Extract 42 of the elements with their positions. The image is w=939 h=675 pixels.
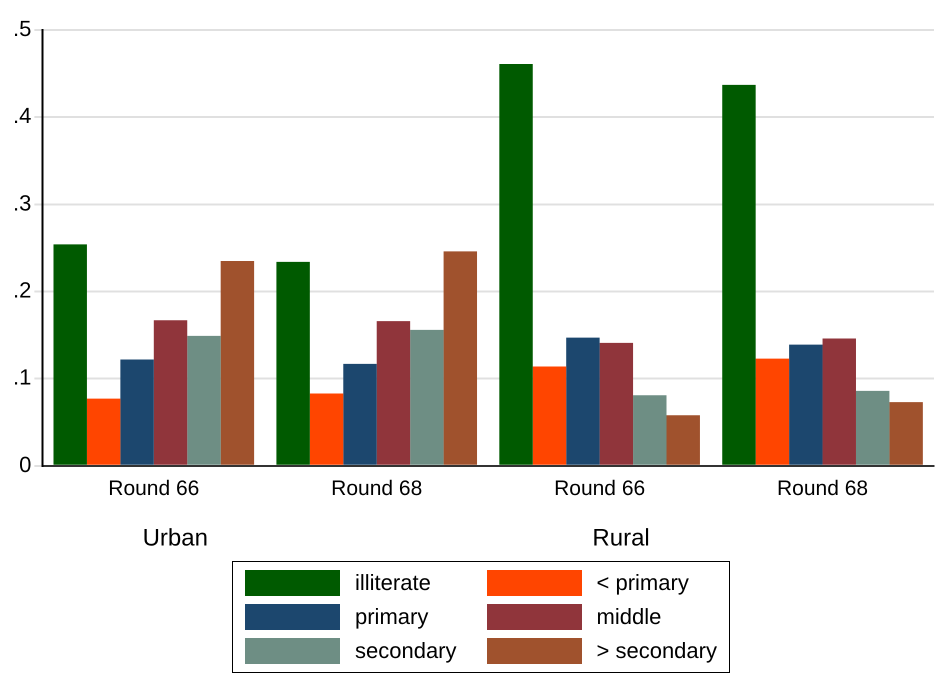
bar <box>532 366 566 465</box>
legend-label: secondary <box>355 638 457 664</box>
y-tick-label: .4 <box>12 103 32 128</box>
legend-label: > secondary <box>596 638 717 664</box>
x-tick-label: Round 68 <box>777 477 868 500</box>
text: Rural <box>592 524 650 552</box>
bar <box>53 244 87 465</box>
y-tick-label: .2 <box>12 278 32 303</box>
bar <box>600 342 634 465</box>
bar <box>220 260 254 465</box>
legend-label: < primary <box>596 570 689 596</box>
bar <box>120 359 154 465</box>
bar <box>722 84 756 465</box>
bar <box>376 321 410 465</box>
x-tick-label: Round 68 <box>331 477 422 500</box>
x-tick-label: Round 66 <box>108 477 200 500</box>
x-tick-label: Round 66 <box>554 477 646 500</box>
bar <box>310 393 344 465</box>
y-tick-label: .3 <box>12 190 32 216</box>
bar <box>410 330 444 465</box>
bar <box>444 251 478 465</box>
bar <box>499 64 533 465</box>
bar <box>666 415 700 465</box>
bar <box>889 402 923 465</box>
bar <box>343 364 377 465</box>
bar <box>566 338 600 465</box>
bar <box>789 344 823 465</box>
bar <box>187 336 221 465</box>
y-tick-label: .1 <box>12 364 32 390</box>
text: Urban <box>142 524 208 552</box>
y-tick-label: .5 <box>12 16 32 42</box>
legend-label: middle <box>596 604 662 630</box>
bar <box>154 320 188 465</box>
bar <box>822 338 856 465</box>
bar <box>86 398 120 465</box>
bar <box>756 358 790 465</box>
bar <box>633 395 667 465</box>
legend-label: illiterate <box>355 570 431 596</box>
bar <box>276 262 310 465</box>
bar <box>856 390 890 465</box>
legend-label: primary <box>355 604 428 630</box>
y-tick-label: 0 <box>19 452 32 477</box>
